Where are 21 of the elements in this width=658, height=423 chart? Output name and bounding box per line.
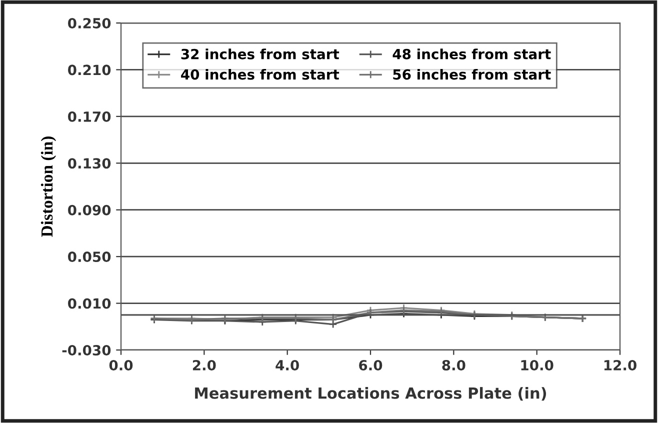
x-tick-label: 6.0 bbox=[359, 360, 382, 370]
y-tick-label: 0.170 bbox=[68, 111, 111, 122]
legend-label: 56 inches from start bbox=[393, 68, 551, 80]
x-tick-label: 2.0 bbox=[192, 360, 216, 370]
x-tick-label: 4.0 bbox=[276, 360, 299, 370]
y-tick-label: 0.210 bbox=[68, 64, 111, 76]
y-tick-label: 0.130 bbox=[68, 158, 111, 169]
x-tick-label: 12.0 bbox=[604, 360, 636, 370]
y-tick-label: 0.010 bbox=[68, 298, 111, 309]
x-axis-title: Measurement Locations Across Plate (in) bbox=[195, 387, 546, 401]
x-tick-label: 8.0 bbox=[442, 360, 466, 370]
y-tick-label: 0.090 bbox=[68, 204, 111, 216]
x-tick-label: 10.0 bbox=[521, 360, 554, 370]
y-tick-label: 0.250 bbox=[68, 18, 111, 28]
legend-label: 32 inches from start bbox=[181, 48, 340, 60]
x-tick-label: 0.0 bbox=[109, 360, 133, 370]
legend-label: 48 inches from start bbox=[392, 48, 551, 60]
y-tick-label: 0.050 bbox=[68, 252, 111, 262]
legend-label: 40 inches from start bbox=[181, 68, 340, 80]
y-tick-label: -0.030 bbox=[62, 344, 111, 356]
y-axis-title: Distortion (in) bbox=[40, 136, 56, 237]
